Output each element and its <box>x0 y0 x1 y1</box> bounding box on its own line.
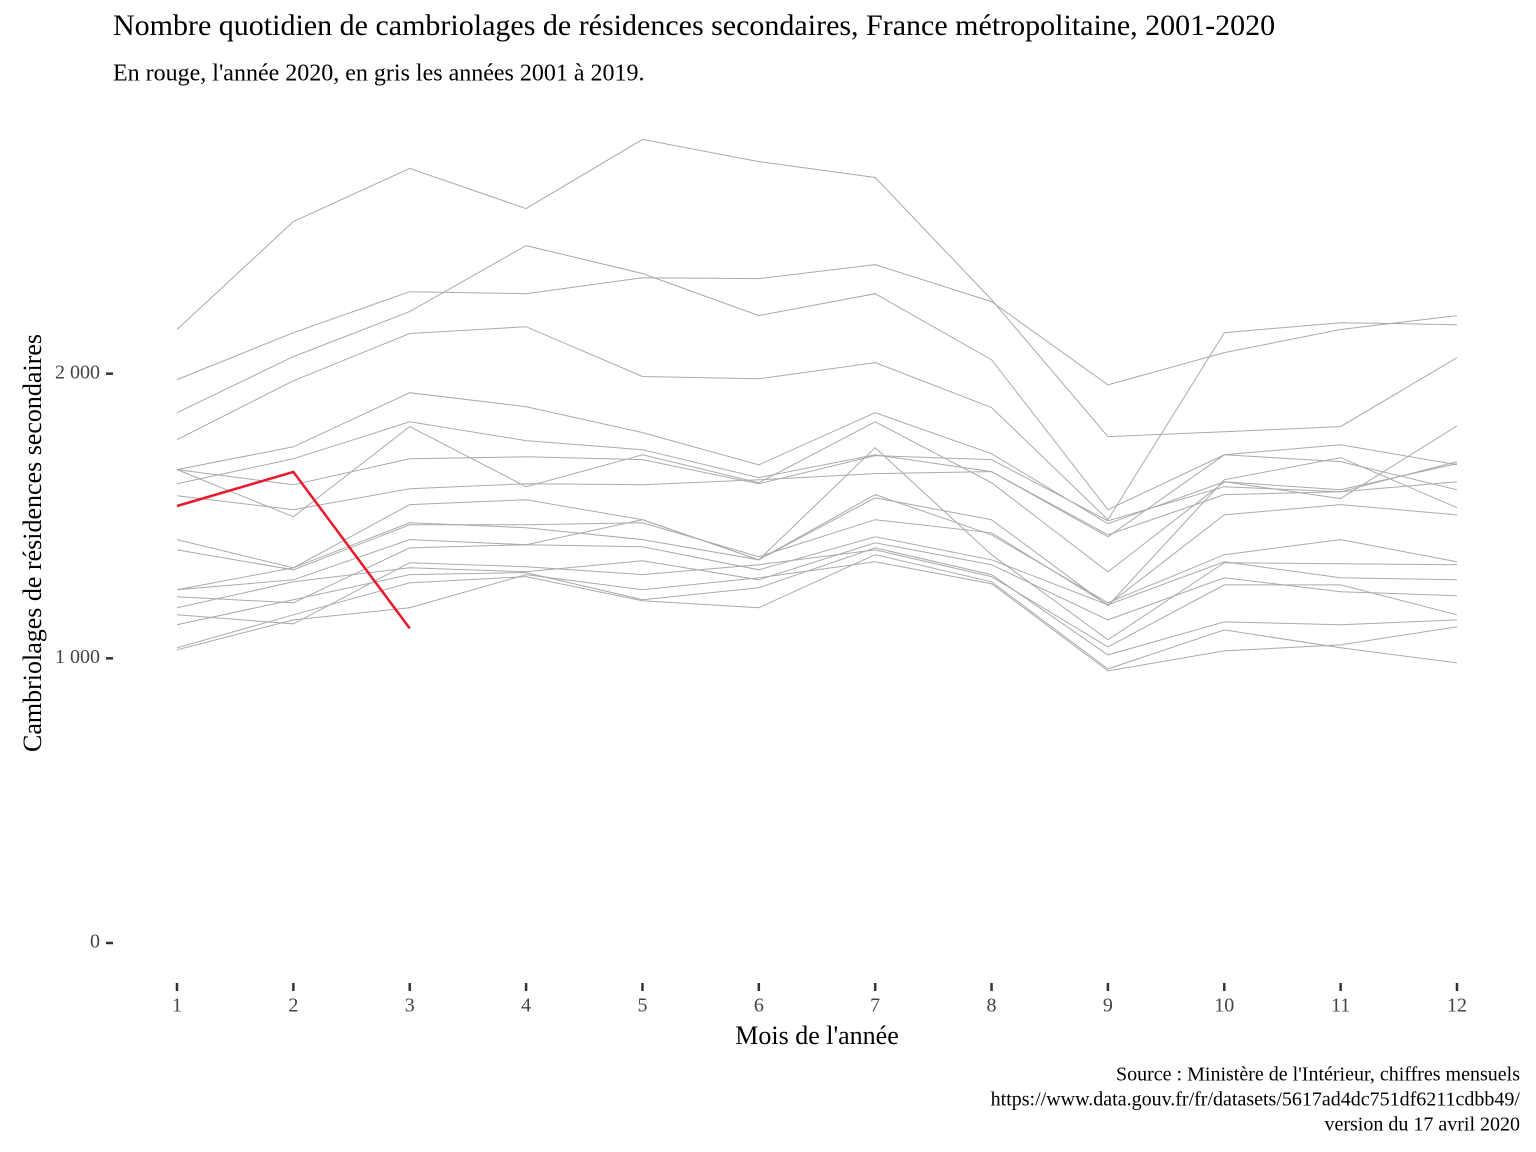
series-line <box>176 554 1458 670</box>
x-axis-label: Mois de l'année <box>735 1021 899 1050</box>
x-tick-label: 6 <box>754 995 764 1017</box>
series-line <box>176 245 1458 511</box>
series-line <box>176 470 411 630</box>
series-line <box>176 504 1458 606</box>
series-line <box>176 447 1458 641</box>
series-line <box>176 494 1458 604</box>
x-tick-label: 3 <box>405 995 415 1017</box>
series-line <box>176 549 1458 648</box>
x-tick-label: 10 <box>1214 995 1234 1017</box>
caption: Source : Ministère de l'Intérieur, chiff… <box>1116 1064 1520 1086</box>
y-axis-label: Cambriolages de résidences secondaires <box>18 334 47 752</box>
x-tick-label: 1 <box>172 995 182 1017</box>
series-line <box>176 561 1458 672</box>
series-line <box>176 542 1458 621</box>
series-line <box>176 392 1458 525</box>
series-line <box>176 264 1458 386</box>
series-line <box>176 536 1458 606</box>
caption: version du 17 avril 2020 <box>1324 1114 1520 1136</box>
x-tick-label: 11 <box>1331 995 1350 1017</box>
y-tick-label: 2 000 <box>55 361 100 383</box>
x-tick-label: 12 <box>1447 995 1467 1017</box>
y-tick-label: 1 000 <box>55 646 100 668</box>
series-line <box>176 471 1458 536</box>
x-tick-label: 9 <box>1103 995 1113 1017</box>
caption: https://www.data.gouv.fr/fr/datasets/561… <box>991 1089 1521 1111</box>
x-tick-label: 2 <box>288 995 298 1017</box>
series-line <box>176 455 1458 522</box>
x-tick-label: 8 <box>987 995 997 1017</box>
chart-title: Nombre quotidien de cambriolages de rési… <box>113 9 1275 42</box>
chart-subtitle: En rouge, l'année 2020, en gris les anné… <box>113 61 645 87</box>
y-tick-label: 0 <box>90 931 100 953</box>
x-tick-label: 5 <box>637 995 647 1017</box>
series-line <box>176 421 1458 573</box>
x-tick-label: 4 <box>521 995 531 1017</box>
series-line <box>176 322 1458 521</box>
series-line <box>176 457 1458 607</box>
series-line <box>176 547 1458 656</box>
x-tick-label: 7 <box>870 995 880 1017</box>
series-line <box>176 138 1458 438</box>
series-line <box>176 421 1458 538</box>
